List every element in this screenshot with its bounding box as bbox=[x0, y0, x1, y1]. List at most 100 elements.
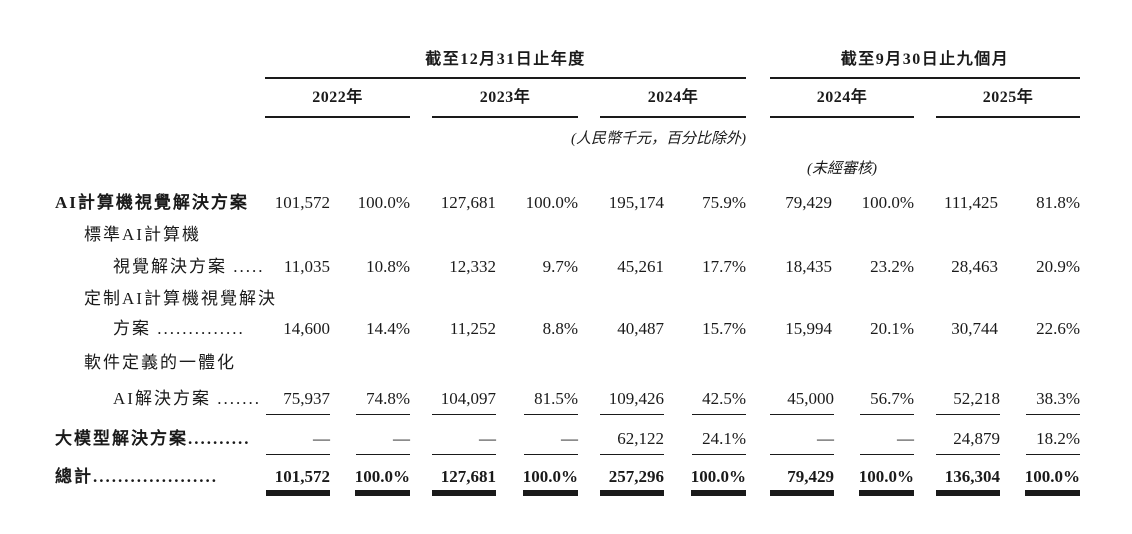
table-row: 視覺解決方案 ..... 11,035 10.8% 12,332 9.7% 45… bbox=[0, 251, 1132, 283]
percent-cell: 15.7% bbox=[702, 319, 747, 339]
total-value: 100.0% bbox=[858, 467, 915, 496]
underlined-value: 74.8% bbox=[356, 389, 410, 415]
value-cell: 195,174 bbox=[608, 193, 664, 213]
total-value: 100.0% bbox=[354, 467, 411, 496]
value-cell: 30,744 bbox=[951, 319, 999, 339]
value-cell: 24,879 bbox=[936, 417, 1001, 457]
revenue-by-solution-table: 截至12月31日止年度 截至9月30日止九個月 2022年 2023年 2024… bbox=[0, 34, 1132, 505]
value-cell: — bbox=[265, 417, 330, 457]
underlined-value: 42.5% bbox=[692, 389, 747, 415]
percent-cell: 8.8% bbox=[542, 319, 578, 339]
total-value: 127,681 bbox=[432, 467, 496, 496]
percent-cell: 74.8% bbox=[330, 379, 410, 417]
percent-cell: 100.0% bbox=[861, 193, 915, 213]
underlined-value: — bbox=[266, 429, 330, 455]
value-cell: 45,261 bbox=[617, 257, 664, 277]
total-value: 100.0% bbox=[690, 467, 747, 496]
underlined-value: 52,218 bbox=[936, 389, 1001, 415]
row-label: 定制AI計算機視覺解決 bbox=[84, 289, 277, 309]
percent-cell: 24.1% bbox=[664, 417, 747, 457]
total-value: 100.0% bbox=[1024, 467, 1081, 496]
row-label: AI解決方案 ....... bbox=[113, 389, 261, 409]
percent-cell: 10.8% bbox=[366, 257, 410, 277]
value-cell: 257,296 bbox=[600, 457, 664, 505]
value-cell: 62,122 bbox=[600, 417, 664, 457]
units-note-row: (人民幣千元，百分比除外) bbox=[0, 117, 1132, 153]
percent-cell: 100.0% bbox=[496, 457, 579, 505]
year-header-2025-9m: 2025年 bbox=[936, 78, 1081, 118]
row-label: 大模型解決方案.......... bbox=[55, 429, 251, 449]
year-header-2024: 2024年 bbox=[600, 78, 747, 118]
value-cell: — bbox=[432, 417, 496, 457]
period-group-header-nine-month: 截至9月30日止九個月 bbox=[770, 34, 1081, 79]
value-cell: 45,000 bbox=[770, 379, 835, 417]
value-cell: 136,304 bbox=[936, 457, 1001, 505]
row-label: 總計.................... bbox=[55, 467, 218, 487]
underlined-value: 24,879 bbox=[936, 429, 1001, 455]
percent-cell: 81.5% bbox=[496, 379, 578, 417]
period-group-header-annual: 截至12月31日止年度 bbox=[265, 34, 747, 79]
row-label: 視覺解決方案 ..... bbox=[113, 257, 265, 277]
percent-cell: 18.2% bbox=[998, 417, 1081, 457]
table-row: 大模型解決方案.......... — — — — 62,122 24.1% —… bbox=[0, 417, 1132, 457]
total-value: 101,572 bbox=[266, 467, 330, 496]
value-cell: 75,937 bbox=[265, 379, 330, 417]
year-header-2022: 2022年 bbox=[265, 78, 410, 118]
percent-cell: 22.6% bbox=[1036, 319, 1081, 339]
underlined-value: 104,097 bbox=[432, 389, 496, 415]
value-cell: 28,463 bbox=[951, 257, 999, 277]
value-cell: 127,681 bbox=[440, 193, 496, 213]
underlined-value: 56.7% bbox=[860, 389, 915, 415]
value-cell: 101,572 bbox=[274, 193, 330, 213]
row-label: AI計算機視覺解決方案 bbox=[55, 193, 249, 213]
value-cell: 79,429 bbox=[785, 193, 833, 213]
year-header-row: 2022年 2023年 2024年 2024年 2025年 bbox=[0, 78, 1132, 118]
year-header-2023: 2023年 bbox=[432, 78, 578, 118]
value-cell: 12,332 bbox=[449, 257, 496, 277]
value-cell: — bbox=[770, 417, 835, 457]
row-label: 軟件定義的一體化 bbox=[84, 353, 236, 373]
percent-cell: 100.0% bbox=[525, 193, 578, 213]
table-row: AI計算機視覺解決方案 101,572 100.0% 127,681 100.0… bbox=[0, 183, 1132, 219]
underlined-value: 38.3% bbox=[1026, 389, 1081, 415]
percent-cell: 14.4% bbox=[366, 319, 410, 339]
value-cell: 14,600 bbox=[283, 319, 330, 339]
value-cell: 111,425 bbox=[944, 193, 999, 213]
unaudited-note: (未經審核) bbox=[807, 160, 878, 177]
percent-cell: — bbox=[330, 417, 410, 457]
percent-cell: 100.0% bbox=[357, 193, 410, 213]
percent-cell: 75.9% bbox=[702, 193, 747, 213]
percent-cell: 20.9% bbox=[1036, 257, 1081, 277]
underlined-value: — bbox=[356, 429, 410, 455]
percent-cell: 23.2% bbox=[870, 257, 915, 277]
underlined-value: 75,937 bbox=[266, 389, 330, 415]
underlined-value: 24.1% bbox=[692, 429, 747, 455]
percent-cell: 100.0% bbox=[998, 457, 1081, 505]
total-value: 100.0% bbox=[522, 467, 579, 496]
row-label: 標準AI計算機 bbox=[84, 225, 201, 245]
value-cell: 104,097 bbox=[432, 379, 496, 417]
table-row: 軟件定義的一體化 bbox=[0, 345, 1132, 379]
period-group-row: 截至12月31日止年度 截至9月30日止九個月 bbox=[0, 34, 1132, 79]
value-cell: 79,429 bbox=[770, 457, 835, 505]
total-row: 總計.................... 101,572 100.0% 12… bbox=[0, 457, 1132, 505]
table-row: AI解決方案 ....... 75,937 74.8% 104,097 81.5… bbox=[0, 379, 1132, 417]
value-cell: 11,035 bbox=[283, 257, 330, 277]
underlined-value: — bbox=[770, 429, 835, 455]
value-cell: 11,252 bbox=[449, 319, 496, 339]
total-value: 257,296 bbox=[600, 467, 664, 496]
percent-cell: 56.7% bbox=[832, 379, 915, 417]
underlined-value: 62,122 bbox=[600, 429, 664, 455]
row-label: 方案 .............. bbox=[113, 319, 245, 339]
percent-cell: 38.3% bbox=[998, 379, 1081, 417]
percent-cell: 81.8% bbox=[1036, 193, 1081, 213]
table-row: 方案 .............. 14,600 14.4% 11,252 8.… bbox=[0, 315, 1132, 345]
unaudited-note-row: (未經審核) bbox=[0, 153, 1132, 183]
total-value: 79,429 bbox=[770, 467, 835, 496]
value-cell: 15,994 bbox=[785, 319, 833, 339]
underlined-value: 109,426 bbox=[600, 389, 664, 415]
underlined-value: — bbox=[524, 429, 578, 455]
value-cell: 101,572 bbox=[265, 457, 330, 505]
percent-cell: 42.5% bbox=[664, 379, 747, 417]
